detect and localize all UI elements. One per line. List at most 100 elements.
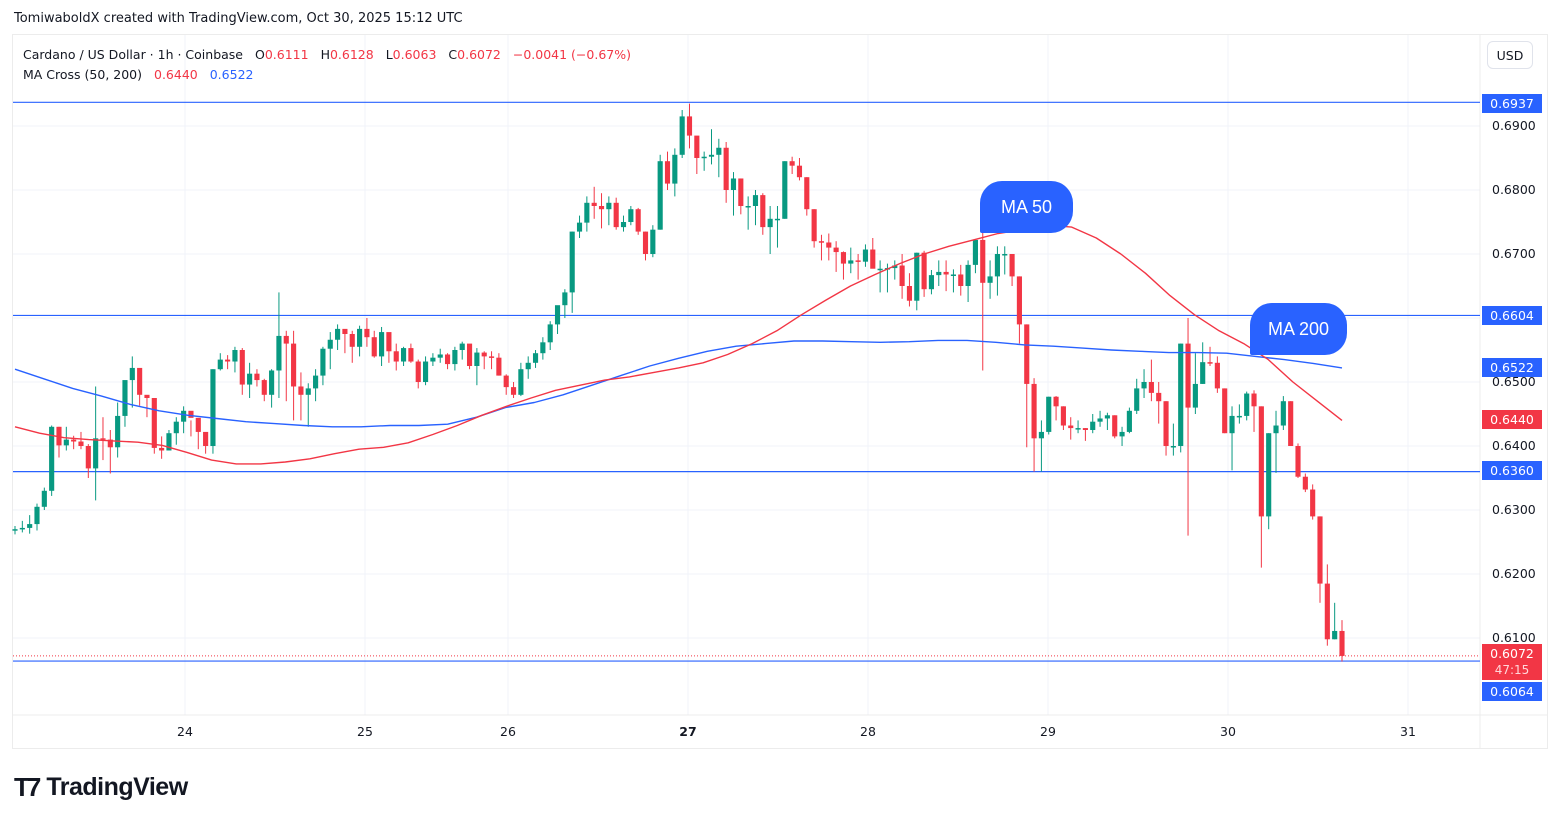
candle-body bbox=[364, 328, 370, 338]
candle-body bbox=[628, 209, 634, 222]
candle-body bbox=[1141, 382, 1147, 389]
candle-body bbox=[225, 359, 231, 362]
candle-body bbox=[71, 439, 77, 442]
candle-body bbox=[613, 202, 619, 228]
candle-body bbox=[1236, 415, 1242, 418]
candle-body bbox=[291, 343, 297, 387]
candle-body bbox=[701, 156, 707, 159]
candle-body bbox=[1339, 630, 1345, 656]
candle-body bbox=[540, 342, 546, 354]
candle-body bbox=[752, 195, 759, 206]
candle-body bbox=[93, 438, 99, 469]
candle-body bbox=[313, 375, 319, 389]
candle-body bbox=[115, 415, 121, 448]
candle-body bbox=[650, 229, 656, 254]
candle-body bbox=[107, 439, 113, 448]
candle-body bbox=[686, 116, 693, 136]
candle-body bbox=[1280, 401, 1286, 426]
candle-body bbox=[159, 447, 165, 451]
chart-frame[interactable] bbox=[12, 34, 1548, 749]
candle-body bbox=[1324, 583, 1330, 640]
candle-body bbox=[525, 362, 531, 370]
candle-body bbox=[1068, 425, 1074, 429]
candle-body bbox=[833, 247, 839, 253]
candle-body bbox=[716, 147, 722, 155]
candle-body bbox=[1075, 428, 1081, 430]
candle-body bbox=[635, 209, 641, 232]
candle-body bbox=[1134, 388, 1140, 411]
candle-body bbox=[283, 335, 289, 344]
candle-body bbox=[892, 265, 898, 269]
candle-body bbox=[151, 398, 157, 448]
candle-body bbox=[1229, 415, 1235, 434]
candle-body bbox=[789, 161, 795, 166]
candle-body bbox=[1031, 383, 1037, 439]
candle-body bbox=[34, 506, 40, 525]
candle-body bbox=[422, 361, 429, 382]
candle-body bbox=[958, 274, 964, 286]
candle-body bbox=[203, 431, 209, 446]
candle-body bbox=[1317, 516, 1323, 584]
y-axis-tick: 0.6500 bbox=[1492, 374, 1536, 389]
candle-body bbox=[49, 426, 55, 491]
ma50-line bbox=[14, 224, 1343, 465]
candle-body bbox=[811, 209, 817, 242]
candle-body bbox=[371, 337, 377, 357]
candle-body bbox=[943, 271, 949, 275]
candle-body bbox=[144, 394, 150, 398]
candle-body bbox=[349, 334, 355, 347]
candle-body bbox=[1170, 446, 1176, 448]
candle-body bbox=[342, 328, 348, 334]
candle-body bbox=[1222, 388, 1228, 434]
candle-body bbox=[85, 446, 91, 469]
ma50-annotation[interactable]: MA 50 bbox=[980, 181, 1073, 233]
low-label: L bbox=[385, 47, 393, 62]
candle-body bbox=[745, 206, 751, 208]
ma200-value: 0.6522 bbox=[209, 67, 254, 82]
candle-body bbox=[444, 354, 451, 365]
tradingview-wordmark: TradingView bbox=[46, 773, 188, 801]
candle-body bbox=[100, 438, 106, 440]
candle-body bbox=[327, 339, 333, 349]
candle-body bbox=[664, 161, 671, 184]
candle-body bbox=[906, 286, 913, 301]
candle-body bbox=[166, 433, 172, 451]
candle-body bbox=[510, 387, 517, 395]
candle-body bbox=[1214, 362, 1220, 389]
currency-button[interactable]: USD bbox=[1487, 41, 1533, 69]
indicator-legend-row[interactable]: MA Cross (50, 200) 0.6440 0.6522 bbox=[23, 65, 631, 85]
symbol-legend-row[interactable]: Cardano / US Dollar · 1h · Coinbase O0.6… bbox=[23, 45, 631, 65]
candle-body bbox=[1126, 410, 1132, 432]
y-axis-tick: 0.6100 bbox=[1492, 630, 1536, 645]
candle-body bbox=[129, 367, 135, 381]
candle-body bbox=[63, 439, 69, 446]
candle-body bbox=[298, 386, 304, 395]
candle-body bbox=[239, 350, 245, 385]
candle-body bbox=[804, 177, 810, 210]
candle-body bbox=[437, 354, 443, 358]
candle-body bbox=[137, 367, 143, 395]
candle-body bbox=[965, 264, 971, 286]
candle-body bbox=[393, 351, 399, 362]
candle-body bbox=[1046, 396, 1052, 432]
candle-body bbox=[401, 348, 407, 362]
tradingview-logo[interactable]: T7 TradingView bbox=[14, 772, 188, 803]
price-tag-ma200: 0.6522 bbox=[1482, 358, 1542, 377]
candle-body bbox=[1156, 392, 1162, 402]
ma200-annotation[interactable]: MA 200 bbox=[1250, 303, 1347, 355]
candle-body bbox=[569, 231, 575, 293]
candle-body bbox=[430, 357, 436, 362]
price-tag-resistance-mid: 0.6604 bbox=[1482, 306, 1542, 325]
candle-body bbox=[877, 268, 883, 271]
candle-body bbox=[481, 352, 487, 357]
candle-body bbox=[188, 410, 194, 418]
x-axis-tick: 24 bbox=[177, 724, 193, 739]
candle-body bbox=[796, 165, 803, 178]
price-tag-support-low: 0.6064 bbox=[1482, 682, 1542, 701]
attribution-text: TomiwaboldX created with TradingView.com… bbox=[14, 11, 463, 26]
candle-body bbox=[415, 361, 421, 382]
candle-body bbox=[1332, 630, 1338, 640]
candle-body bbox=[122, 380, 128, 416]
y-axis-tick: 0.6200 bbox=[1492, 566, 1536, 581]
